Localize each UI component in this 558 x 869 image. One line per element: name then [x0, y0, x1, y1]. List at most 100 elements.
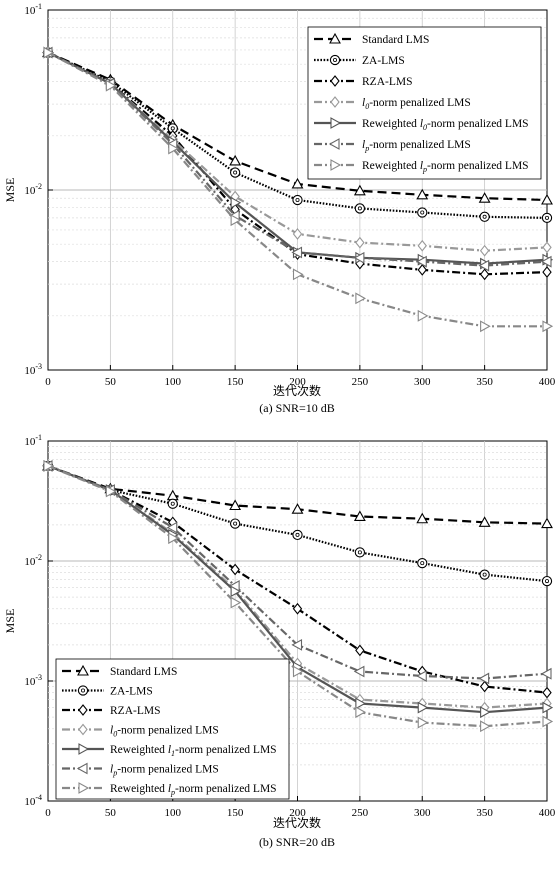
data-point-inner [482, 214, 487, 219]
data-point [416, 188, 429, 200]
y-tick-labels: 10-1 10-2 10-3 [24, 2, 53, 377]
data-point [291, 503, 304, 514]
legend-label-part: -norm penalized LMS [427, 160, 529, 172]
legend-swatch-marker-inner [81, 688, 86, 693]
y-axis-label: MSE [3, 178, 17, 203]
data-point [355, 706, 367, 719]
x-tick-label: 400 [539, 376, 556, 388]
data-point-inner [545, 579, 550, 584]
legend-label-part: Standard LMS [110, 666, 177, 678]
legend-label: Reweighted lp-norm penalized LMS [362, 160, 529, 174]
legend-label-part: Reweighted [110, 744, 168, 756]
data-point [480, 320, 491, 333]
legend-label-part: l [168, 783, 171, 795]
data-point [105, 79, 117, 92]
data-point [416, 512, 429, 524]
y-tick-label: 10-1 [24, 433, 42, 448]
x-tick-label: 250 [352, 376, 369, 388]
legend-label-part: -norm penalized LMS [369, 139, 471, 151]
data-point [542, 715, 554, 728]
legend-swatch-marker-inner [332, 58, 337, 63]
x-tick-label: 0 [45, 807, 51, 819]
legend-label-part: -norm penalized LMS [175, 783, 277, 795]
data-point-inner [357, 206, 362, 211]
legend-label: Reweighted lp-norm penalized LMS [110, 783, 277, 797]
legend-swatch-marker [329, 32, 341, 44]
legend-item: ZA-LMS [62, 685, 153, 698]
y-tick-label: 10-1 [24, 2, 42, 17]
legend-swatch-marker [76, 762, 88, 775]
legend-label: ZA-LMS [110, 686, 153, 698]
data-point [230, 596, 242, 609]
x-tick-label: 0 [45, 376, 51, 388]
x-tick-label: 350 [476, 376, 493, 388]
data-point [478, 259, 490, 272]
x-tick-label: 350 [476, 807, 493, 819]
data-point [355, 292, 367, 305]
data-point [355, 236, 365, 249]
legend-swatch-marker [77, 664, 89, 676]
data-point [541, 575, 553, 587]
legend-item: Reweighted lp-norm penalized LMS [314, 159, 529, 174]
data-point [292, 194, 303, 206]
legend-swatch-marker [78, 782, 90, 794]
legend-label-part: -norm penalized LMS [175, 744, 277, 756]
data-point [292, 268, 304, 281]
legend-label-part: l [420, 118, 423, 130]
data-point [291, 177, 304, 189]
legend-label-part: -norm penalized LMS [369, 97, 471, 109]
data-point [355, 697, 367, 710]
data-point [354, 203, 366, 214]
x-tick-label: 300 [414, 807, 431, 819]
x-tick-label: 200 [289, 807, 306, 819]
data-point [229, 154, 242, 166]
x-axis-label: 迭代次数 [273, 815, 321, 830]
x-tick-label: 100 [165, 807, 182, 819]
data-point [480, 706, 491, 719]
data-point [542, 701, 554, 714]
legend-swatch-marker [329, 54, 341, 66]
y-tick-label: 10-4 [24, 793, 42, 808]
chart-caption: (b) SNR=20 dB [259, 835, 335, 849]
legend-item: RZA-LMS [314, 75, 412, 88]
data-point [417, 263, 427, 276]
legend-swatch-marker [78, 743, 90, 755]
legend-label-part: -norm penalized LMS [117, 764, 219, 776]
data-point [540, 255, 552, 268]
data-point [354, 547, 366, 558]
data-point [480, 720, 491, 733]
legend-label-part: p [170, 788, 175, 797]
legend-label-part: 0 [365, 102, 369, 111]
data-point [479, 569, 490, 580]
legend-item: Standard LMS [314, 32, 429, 46]
x-tick-label: 150 [227, 376, 244, 388]
legend-label: Reweighted l1-norm penalized LMS [110, 744, 277, 758]
data-point [43, 459, 55, 472]
data-point [353, 184, 366, 196]
x-tick-label: 50 [105, 376, 117, 388]
legend-item: Reweighted lp-norm penalized LMS [62, 782, 277, 797]
data-point [478, 516, 491, 527]
data-point [228, 579, 240, 592]
legend-label: l0-norm penalized LMS [362, 97, 471, 111]
y-tick-labels: 10-1 10-2 10-3 10-4 [24, 433, 53, 808]
legend-label-part: -norm penalized LMS [117, 725, 219, 737]
data-point [417, 239, 427, 252]
data-point [43, 46, 55, 59]
legend-label: lp-norm penalized LMS [362, 139, 471, 153]
data-point [230, 196, 242, 209]
y-tick-label: 10-3 [24, 362, 42, 377]
data-point [292, 665, 304, 678]
chart-snr-10db: 10-1 10-2 10-3 0 50 100 150 200 250 300 350 400 MS… [3, 2, 556, 415]
data-point [355, 644, 365, 657]
data-point [417, 716, 429, 729]
data-point [540, 667, 552, 680]
legend-label-part: ZA-LMS [110, 686, 153, 698]
data-point [292, 228, 303, 240]
data-point [229, 167, 241, 178]
data-point [230, 563, 240, 576]
legend-swatch-marker [330, 75, 340, 87]
data-point-inner [233, 521, 238, 526]
data-point [416, 670, 427, 682]
